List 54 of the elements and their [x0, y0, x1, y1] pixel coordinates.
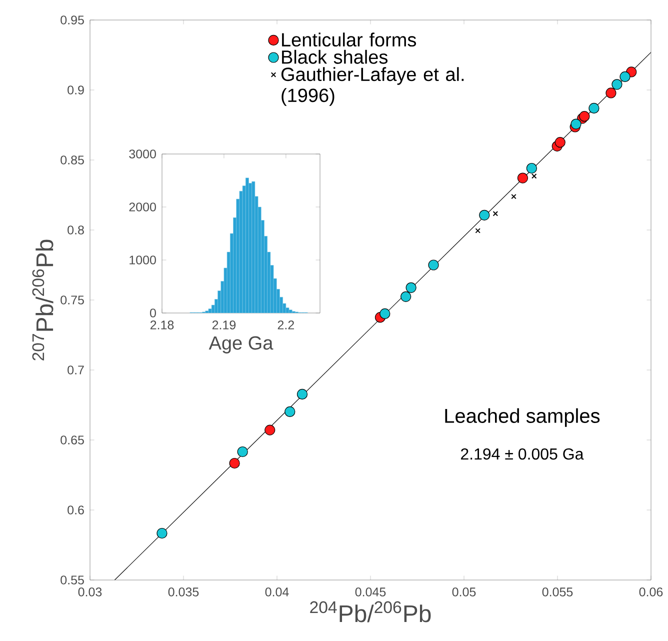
point	[428, 260, 439, 270]
x-tick-label: 0.03	[78, 588, 102, 596]
y-axis-title: $^{207}$Pb/$^{206}$Pb	[32, 240, 54, 360]
point	[492, 211, 498, 216]
x-axis-title: $^{204}$Pb/$^{206}$Pb	[310, 601, 431, 622]
y-tick-label: 0.6	[68, 506, 84, 514]
x-tick-label: 0.04	[265, 588, 289, 596]
point	[229, 458, 240, 469]
y-tick-label: 0.8	[68, 226, 84, 234]
point	[554, 137, 566, 148]
y-tick-label: 0.55	[60, 576, 84, 584]
point	[156, 528, 168, 539]
y-tick-label: 0.9	[68, 86, 84, 94]
legend-label: Gauthier-Lafaye et al. (1996)	[281, 67, 464, 106]
point	[606, 88, 616, 98]
y-tick-label: 0.85	[60, 156, 84, 164]
point	[588, 102, 600, 114]
x-tick-label: 0.045	[355, 588, 386, 596]
y-tick-label: 3000	[129, 150, 156, 158]
x-tick-label: 0.06	[639, 588, 663, 596]
y-tick-label: 1000	[130, 256, 156, 264]
point	[380, 308, 390, 320]
point	[284, 406, 296, 418]
annotation: 2.194 ± 0.005 Ga	[461, 448, 584, 460]
y-tick-label: 0.7	[68, 366, 84, 374]
legend-label: Black shales	[282, 50, 388, 64]
point	[511, 194, 516, 200]
x-axis-title: Age Ga	[208, 336, 274, 354]
point	[532, 173, 537, 179]
point	[479, 210, 490, 220]
point	[406, 282, 416, 293]
point	[620, 71, 630, 82]
point	[570, 118, 582, 130]
y-tick-label: 0.65	[60, 436, 84, 444]
legend-label: Lenticular forms	[282, 32, 416, 47]
x-tick-label: 0.035	[168, 588, 199, 596]
point	[526, 162, 537, 174]
y-tick-label: 0.95	[60, 16, 84, 24]
annotation: Leached samples	[445, 408, 600, 427]
x-tick-label: 2.2	[278, 320, 294, 330]
point	[296, 388, 308, 400]
x-tick-label: 0.05	[452, 588, 476, 596]
point	[612, 79, 622, 90]
x-tick-label: 2.19	[212, 320, 236, 330]
y-tick-label: 0.75	[60, 296, 84, 304]
y-tick-label: 2000	[129, 202, 156, 212]
x-tick-label: 2.18	[150, 320, 174, 330]
point	[400, 291, 412, 302]
point	[475, 228, 480, 234]
point	[237, 446, 248, 458]
x-tick-label: 0.055	[542, 588, 573, 596]
point	[264, 424, 276, 436]
point	[517, 172, 528, 184]
y-tick-label: 0	[150, 308, 156, 318]
